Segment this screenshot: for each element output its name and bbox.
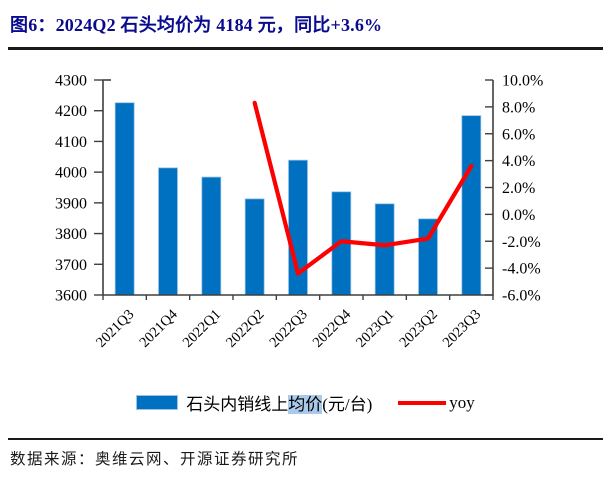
left-axis-tick-label: 4000 (55, 165, 87, 182)
bar-legend-label-post: (元/台) (322, 395, 373, 414)
right-axis-tick-label: -4.0% (502, 261, 541, 278)
figure-title: 图6：2024Q2 石头均价为 4184 元，同比+3.6% (10, 15, 383, 35)
title-rule (8, 47, 603, 50)
bar-legend-label-highlighted: 均价 (288, 395, 323, 414)
x-axis-category-label: 2021Q4 (136, 306, 181, 351)
bar (201, 176, 222, 296)
line-legend-swatch (398, 400, 447, 405)
right-axis-tick-label: 10.0% (502, 73, 543, 90)
right-axis-tick-label: -2.0% (502, 234, 541, 251)
x-axis-category-label: 2021Q3 (93, 307, 137, 351)
left-axis-tick-label: 4100 (55, 134, 87, 151)
bar-legend-label-pre: 石头内销线上 (186, 395, 289, 414)
data-source: 数据来源：奥维云网、开源证券研究所 (10, 451, 300, 468)
x-axis-category-label: 2022Q4 (310, 306, 355, 351)
right-axis-tick-label: 6.0% (502, 126, 535, 143)
left-axis-tick-label: 3900 (55, 195, 87, 212)
bar (114, 102, 135, 296)
left-axis-tick-label: 3700 (55, 257, 87, 274)
left-axis-tick-label: 4300 (55, 73, 87, 90)
x-axis-category-label: 2023Q3 (440, 307, 484, 351)
price-yoy-chart: 4300 4200 4100 4000 3900 3800 3700 3600 10.0% 8.0… (55, 73, 543, 351)
x-axis-category-label: 2023Q2 (396, 307, 440, 351)
right-axis-tick-label: 8.0% (502, 99, 535, 116)
bar (158, 167, 178, 296)
x-axis-category-label: 2022Q3 (266, 307, 310, 351)
x-axis-category-label: 2022Q1 (180, 307, 224, 351)
yoy-line (252, 100, 474, 276)
left-axis-tick-label: 3600 (55, 288, 87, 305)
bar-legend-label: 石头内销线上均价(元/台) (186, 390, 372, 415)
left-axis-tick-label: 3800 (55, 226, 87, 243)
x-axis-category-label: 2023Q1 (353, 307, 397, 351)
bar-legend-swatch (136, 395, 179, 410)
footer-rule (8, 438, 603, 440)
right-axis-tick-label: 4.0% (502, 153, 535, 170)
bar (461, 115, 482, 296)
line-legend-label: yoy (449, 392, 475, 412)
right-axis-tick-label: 2.0% (502, 180, 535, 197)
bar (374, 203, 395, 296)
x-axis-category-label: 2022Q2 (223, 307, 267, 351)
bar (244, 198, 265, 296)
left-axis-tick-label: 4200 (55, 103, 87, 120)
right-axis-tick-label: 0.0% (502, 207, 535, 224)
right-axis-tick-label: -6.0% (502, 288, 541, 305)
chart-legend: 石头内销线上均价(元/台) yoy (0, 390, 611, 415)
